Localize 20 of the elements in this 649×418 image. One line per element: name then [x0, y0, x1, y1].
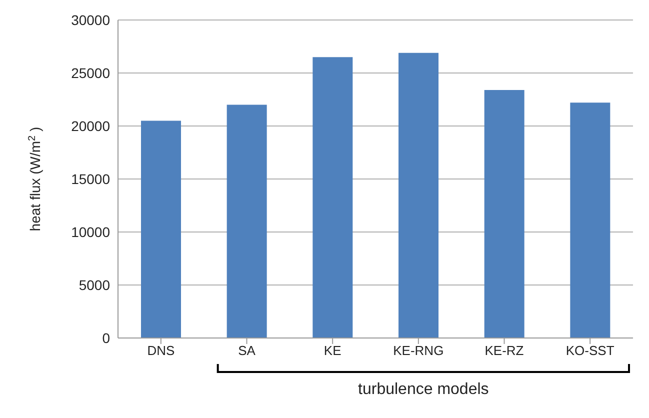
bar — [570, 102, 610, 338]
x-tick-label: DNS — [147, 343, 175, 358]
x-tick-label: SA — [238, 343, 256, 358]
y-tick-label: 5000 — [78, 276, 110, 293]
y-tick-label: 20000 — [71, 118, 110, 134]
x-tick-label: KE-RZ — [484, 343, 524, 358]
bar — [226, 104, 267, 338]
bar — [312, 57, 353, 338]
bar — [484, 90, 524, 338]
y-tick-label: 30000 — [71, 12, 110, 28]
text: turbulence models — [358, 381, 489, 398]
y-tick-label: 15000 — [71, 170, 110, 187]
y-tick-label: 10000 — [71, 224, 110, 240]
x-tick-label: KE — [324, 343, 342, 358]
y-tick-label: 25000 — [71, 64, 110, 81]
bar — [398, 52, 438, 338]
y-tick-label: 0 — [102, 330, 110, 346]
x-tick-label: KE-RNG — [393, 343, 444, 358]
x-tick-label: KO-SST — [566, 343, 614, 358]
bar — [141, 120, 181, 338]
